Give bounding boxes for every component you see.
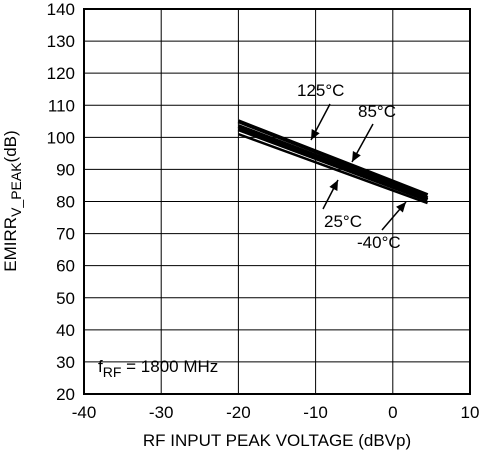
x-tick-label: -20: [226, 403, 251, 422]
y-tick-label: 100: [47, 128, 75, 147]
arrowhead: [352, 151, 361, 162]
y-tick-label: 130: [47, 32, 75, 51]
condition-label: fRF = 1800 MHz: [98, 357, 218, 380]
x-tick-label: -40: [72, 403, 97, 422]
x-tick-label: 10: [461, 403, 480, 422]
y-tick-label: 140: [47, 0, 75, 19]
tick-labels: -40 -30 -20 -10 0 10 20 30 40 50 60 70 80 90 100 110 120…: [47, 0, 480, 422]
series-lines: [237, 119, 429, 205]
y-tick-label: 50: [56, 289, 75, 308]
series-label: 85°C: [358, 102, 396, 121]
arrowhead: [329, 180, 338, 191]
y-axis-label-main: EMIRR: [1, 217, 20, 272]
series-label: -40°C: [357, 233, 401, 252]
arrowhead: [311, 129, 320, 140]
y-axis-label: EMIRRV_PEAK(dB): [1, 130, 24, 271]
series-line: [237, 132, 428, 205]
y-axis-label-sub: V_PEAK: [8, 162, 24, 217]
grid-lines: [84, 9, 470, 394]
condition-label-sub: RF: [103, 364, 122, 380]
x-tick-label: -10: [303, 403, 328, 422]
x-tick-label: -30: [149, 403, 174, 422]
condition-label-rest: = 1800 MHz: [121, 357, 218, 376]
arrowhead: [396, 202, 406, 213]
plot-border: [83, 8, 471, 395]
annotations: 125°C 85°C 25°C -40°C: [297, 81, 407, 252]
x-axis-label: RF INPUT PEAK VOLTAGE (dBVp): [143, 431, 411, 450]
y-axis-label-unit: (dB): [1, 130, 20, 162]
y-tick-label: 110: [48, 96, 75, 115]
series-line: [237, 119, 429, 197]
series-line: [237, 127, 429, 202]
y-tick-label: 120: [47, 64, 75, 83]
y-tick-label: 40: [56, 321, 75, 340]
y-tick-label: 80: [56, 193, 75, 212]
series-label: 25°C: [324, 212, 362, 231]
x-tick-label: 0: [388, 403, 397, 422]
series-label: 125°C: [297, 81, 344, 100]
condition-label-main: f: [98, 357, 103, 376]
y-tick-label: 60: [56, 257, 75, 276]
y-tick-label: 90: [56, 160, 75, 179]
y-tick-label: 20: [56, 385, 75, 404]
y-tick-label: 70: [56, 225, 75, 244]
y-tick-label: 30: [56, 353, 75, 372]
